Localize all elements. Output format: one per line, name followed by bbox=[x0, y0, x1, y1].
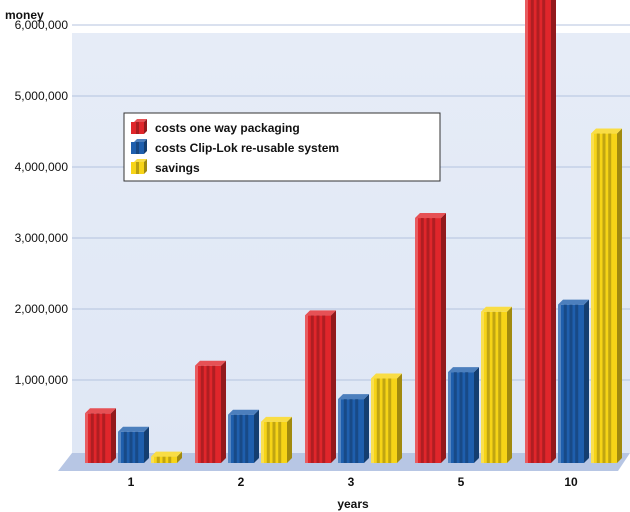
bar bbox=[118, 427, 149, 463]
y-axis-label: money bbox=[5, 8, 44, 22]
x-axis-label: years bbox=[337, 497, 369, 511]
y-tick-label: 5,000,000 bbox=[15, 89, 69, 103]
bar bbox=[481, 307, 512, 463]
bar bbox=[261, 417, 292, 463]
x-tick-label: 5 bbox=[458, 475, 465, 489]
legend-entry: savings bbox=[131, 159, 200, 175]
bar bbox=[591, 129, 622, 463]
bar bbox=[305, 310, 336, 463]
y-tick-labels: 1,000,000 2,000,000 3,000,000 4,000,000 5,00… bbox=[15, 0, 69, 387]
x-tick-label: 10 bbox=[564, 475, 578, 489]
bar bbox=[558, 300, 589, 463]
x-tick-label: 2 bbox=[238, 475, 245, 489]
x-tick-label: 3 bbox=[348, 475, 355, 489]
legend-entry: costs Clip-Lok re-usable system bbox=[131, 139, 339, 155]
legend: costs one way packaging costs Clip-Lok re… bbox=[124, 113, 440, 181]
x-tick-label: 1 bbox=[128, 475, 135, 489]
bar bbox=[195, 361, 226, 463]
bar bbox=[525, 0, 556, 463]
legend-label: costs Clip-Lok re-usable system bbox=[155, 141, 339, 155]
legend-label: costs one way packaging bbox=[155, 121, 300, 135]
legend-label: savings bbox=[155, 161, 200, 175]
y-tick-label: 1,000,000 bbox=[15, 373, 69, 387]
y-tick-label: 4,000,000 bbox=[15, 160, 69, 174]
bar bbox=[415, 213, 446, 463]
bar bbox=[151, 452, 182, 463]
bar bbox=[228, 410, 259, 463]
y-tick-label: 2,000,000 bbox=[15, 302, 69, 316]
x-tick-labels: 1 2 3 5 10 bbox=[128, 475, 578, 489]
legend-entry: costs one way packaging bbox=[131, 119, 300, 135]
bar bbox=[338, 394, 369, 463]
bar bbox=[371, 374, 402, 463]
bar bbox=[448, 367, 479, 463]
bar bbox=[85, 408, 116, 463]
y-tick-label: 3,000,000 bbox=[15, 231, 69, 245]
